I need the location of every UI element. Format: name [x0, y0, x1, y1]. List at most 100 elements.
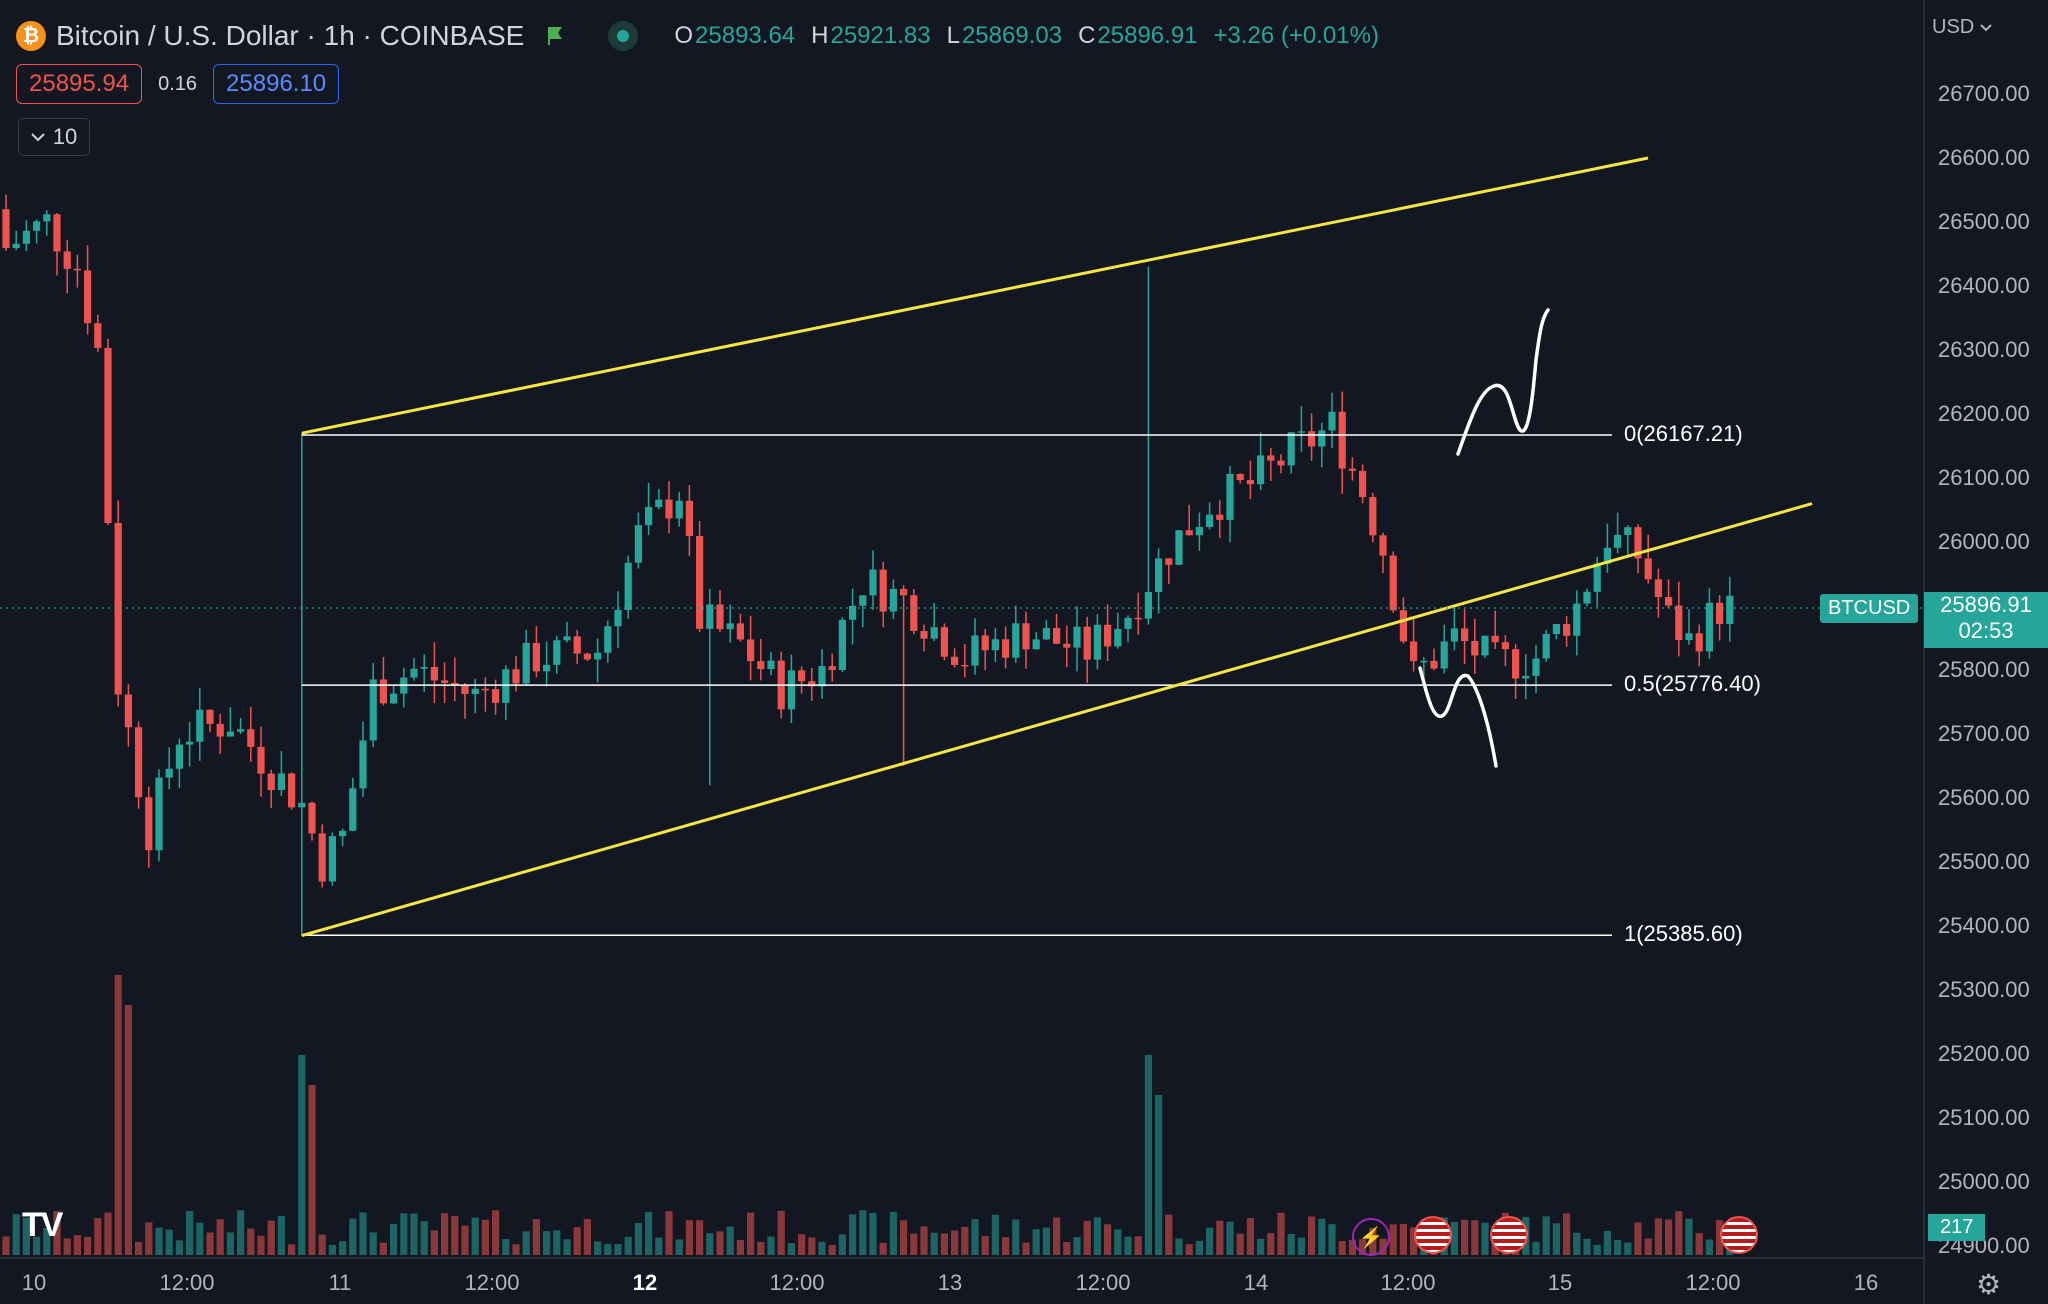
volume-bar — [1022, 1242, 1030, 1255]
volume-bar — [1185, 1244, 1193, 1255]
volume-bar — [1246, 1218, 1254, 1255]
candle-body — [553, 640, 561, 665]
candle-body — [1410, 641, 1418, 662]
indicators-toggle-button[interactable]: 10 — [18, 118, 90, 156]
bitcoin-icon: ₿ — [16, 21, 46, 51]
candle-body — [1348, 468, 1356, 471]
candle-body — [94, 323, 102, 348]
volume-bar — [1450, 1221, 1458, 1255]
sell-button[interactable]: 25895.94 — [16, 64, 143, 104]
volume-bar — [1665, 1219, 1673, 1255]
volume-bar — [634, 1223, 642, 1255]
candle-body — [135, 727, 143, 798]
volume-bar — [481, 1219, 489, 1255]
candle-body — [175, 744, 183, 769]
change-value: +3.26 (+0.01%) — [1213, 22, 1379, 49]
volume-bar — [818, 1241, 826, 1255]
candle-body — [512, 669, 520, 684]
candle-body — [318, 833, 326, 882]
volume-bar — [1644, 1238, 1652, 1255]
volume-bar — [604, 1243, 612, 1255]
candle-body — [920, 630, 928, 639]
volume-bar — [971, 1219, 979, 1255]
price-tick: 25800.00 — [1938, 657, 2030, 682]
candle-body — [196, 709, 204, 742]
volume-bar — [400, 1213, 408, 1255]
currency-selector[interactable]: USD — [1932, 16, 1992, 39]
candle-body — [645, 507, 653, 526]
candle-body — [1705, 602, 1713, 652]
candle-body — [1399, 610, 1407, 642]
volume-bar — [1277, 1212, 1285, 1255]
volume-bar — [910, 1233, 918, 1255]
candle-body — [1603, 547, 1611, 564]
volume-bar — [196, 1222, 204, 1255]
lightning-event-icon[interactable]: ⚡ — [1352, 1218, 1390, 1256]
time-tick: 13 — [937, 1270, 963, 1295]
volume-bar — [410, 1213, 418, 1255]
market-status-icon[interactable] — [608, 21, 639, 51]
candle-body — [237, 729, 245, 732]
volume-bar — [1287, 1233, 1295, 1255]
time-tick: 10 — [21, 1270, 47, 1295]
us-flag-event-icon[interactable] — [1720, 1216, 1758, 1254]
volume-bar — [1532, 1241, 1540, 1255]
candle-body — [1042, 627, 1050, 640]
candle-body — [1665, 597, 1673, 606]
volume-bar — [961, 1226, 969, 1255]
candle-body — [1644, 558, 1652, 580]
buy-button[interactable]: 25896.10 — [213, 64, 340, 104]
volume-bar — [1144, 1055, 1152, 1255]
candle-body — [1267, 455, 1275, 461]
candle-body — [1726, 595, 1734, 625]
time-tick: 12:00 — [159, 1270, 215, 1295]
volume-bar — [1675, 1211, 1683, 1255]
candle-body — [226, 731, 234, 737]
volume-value-label: 217 — [1928, 1214, 1986, 1241]
candle-body — [379, 679, 387, 704]
us-flag-event-icon[interactable] — [1490, 1216, 1528, 1254]
candle-body — [410, 668, 418, 678]
volume-bar — [471, 1217, 479, 1255]
flag-icon[interactable] — [544, 24, 568, 48]
volume-bar — [84, 1236, 92, 1255]
candle-body — [1573, 603, 1581, 636]
candle-body — [1002, 639, 1010, 658]
candle-body — [328, 836, 336, 882]
symbol-title[interactable]: Bitcoin / U.S. Dollar · 1h · COINBASE — [56, 20, 525, 51]
candle-body — [1338, 411, 1346, 469]
tradingview-logo[interactable]: TV — [22, 1206, 63, 1244]
candle-body — [818, 666, 826, 687]
volume-bar — [451, 1215, 459, 1255]
volume-bar — [675, 1239, 683, 1255]
candle-body — [1685, 633, 1693, 641]
price-tick: 26600.00 — [1938, 145, 2030, 170]
volume-bar — [1297, 1237, 1305, 1255]
volume-bar — [318, 1234, 326, 1255]
volume-bar — [502, 1239, 510, 1255]
volume-bar — [114, 975, 122, 1255]
gear-icon[interactable]: ⚙ — [1976, 1269, 2002, 1300]
volume-bar — [53, 1211, 61, 1255]
volume-bar — [63, 1238, 71, 1255]
candle-body — [1522, 675, 1530, 679]
volume-bar — [237, 1210, 245, 1255]
candle-body — [583, 653, 591, 660]
candle-body — [614, 609, 622, 627]
candle-body — [339, 830, 347, 837]
volume-bar — [1002, 1237, 1010, 1255]
candle-body — [1165, 558, 1173, 565]
candle-body — [73, 268, 81, 271]
candle-body — [145, 797, 153, 851]
last-price-label: 25896.91 02:53 — [1924, 592, 2048, 648]
candle-body — [22, 230, 30, 244]
volume-bar — [1226, 1221, 1234, 1255]
volume-bar — [1481, 1222, 1489, 1255]
candle-body — [1318, 430, 1326, 447]
volume-bar — [257, 1235, 265, 1255]
candle-body — [1430, 660, 1438, 669]
us-flag-event-icon[interactable] — [1414, 1216, 1452, 1254]
volume-bar — [655, 1237, 663, 1255]
volume-bar — [849, 1214, 857, 1255]
